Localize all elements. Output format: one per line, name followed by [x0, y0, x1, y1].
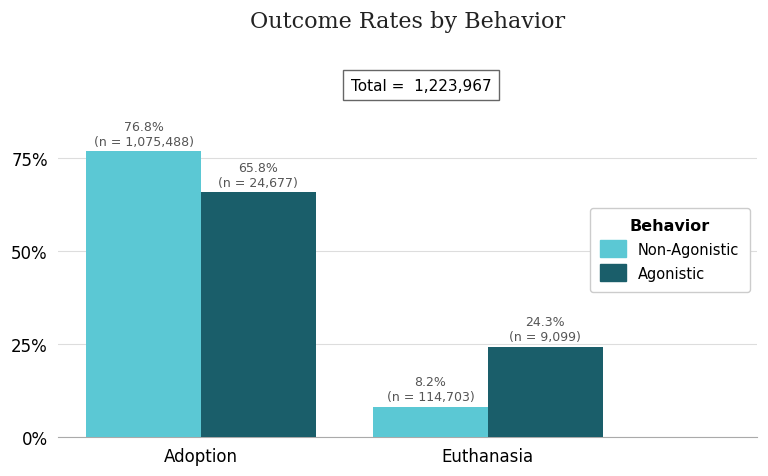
Bar: [373, 407, 488, 437]
Text: 76.8%
(n = 1,075,488): 76.8% (n = 1,075,488): [94, 120, 194, 149]
Legend: Non-Agonistic, Agonistic: Non-Agonistic, Agonistic: [590, 208, 750, 292]
Title: Outcome Rates by Behavior: Outcome Rates by Behavior: [250, 11, 564, 33]
Bar: [201, 193, 316, 437]
Text: 8.2%
(n = 114,703): 8.2% (n = 114,703): [386, 375, 475, 403]
Text: Total =  1,223,967: Total = 1,223,967: [351, 79, 492, 94]
Text: 65.8%
(n = 24,677): 65.8% (n = 24,677): [218, 161, 298, 189]
Text: 24.3%
(n = 9,099): 24.3% (n = 9,099): [509, 316, 581, 343]
Bar: [86, 152, 201, 437]
Bar: [488, 347, 603, 437]
